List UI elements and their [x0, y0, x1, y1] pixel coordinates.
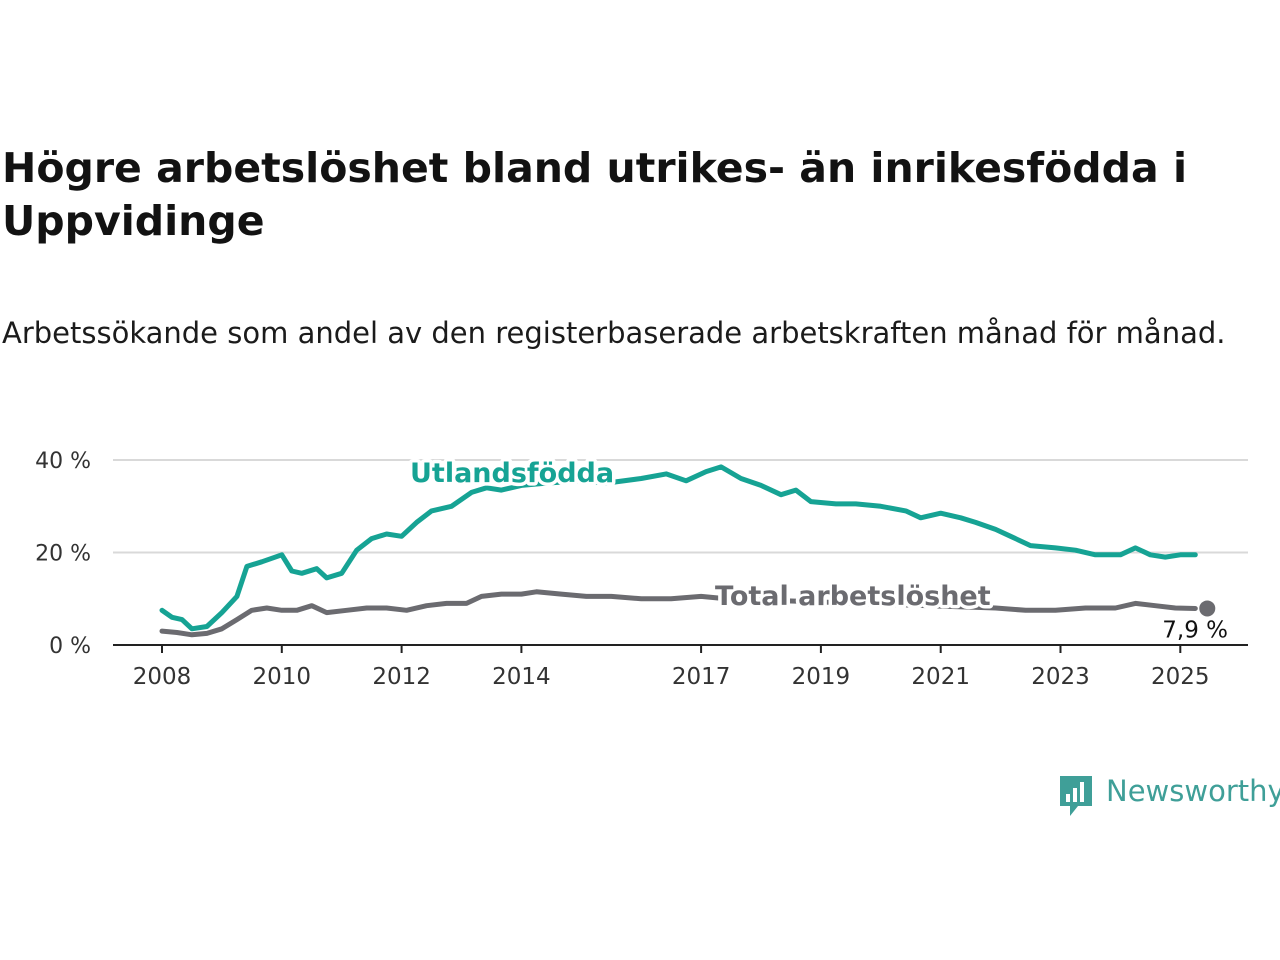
end-value-label: 7,9 %: [1162, 617, 1228, 643]
gridlines: [113, 459, 1248, 554]
series-line-total-arbetsloshet: [159, 589, 1198, 638]
brand-name: Newsworthy: [1106, 774, 1280, 808]
x-tick-label: 2025: [1151, 664, 1210, 690]
x-tick-label: 2008: [133, 664, 192, 690]
annotations: 7,9 %: [1162, 600, 1228, 643]
x-tick-label: 2014: [492, 664, 551, 690]
series-line-utlandsfodda: [159, 464, 1198, 632]
x-axis: 2008 2010 2012 2014 2017 2019 2021 2023 2025: [113, 644, 1248, 690]
y-tick-label: 0 %: [49, 634, 91, 659]
y-tick-label: 40 %: [35, 449, 91, 474]
x-tick-label: 2023: [1031, 664, 1090, 690]
series-label-utlandsfodda: Utlandsfödda: [410, 458, 614, 489]
y-tick-label: 20 %: [35, 542, 91, 567]
end-point-dot: [1199, 600, 1216, 617]
x-tick-label: 2019: [792, 664, 851, 690]
x-tick-label: 2021: [911, 664, 970, 690]
x-tick-label: 2017: [672, 664, 731, 690]
chart-svg: 0 % 20 % 40 % 2008 2010 2012 2014 2017 2019 2021…: [35, 449, 1248, 690]
chart-subtitle: Arbetssökande som andel av den registerb…: [2, 316, 1226, 350]
bar-chart-bubble-icon: [1060, 776, 1092, 816]
x-tick-label: 2010: [253, 664, 312, 690]
series-lines: [159, 464, 1198, 638]
chart-title: Högre arbetslöshet bland utrikes- än inr…: [2, 144, 1187, 245]
y-axis-ticks: 0 % 20 % 40 %: [35, 449, 91, 659]
series-labels: Utlandsfödda Total arbetslöshet: [407, 455, 995, 616]
series-label-total-arbetsloshet: Total arbetslöshet: [715, 581, 991, 612]
x-tick-label: 2012: [372, 664, 431, 690]
line-chart: 0 % 20 % 40 % 2008 2010 2012 2014 2017 2019 2021…: [0, 420, 1280, 710]
